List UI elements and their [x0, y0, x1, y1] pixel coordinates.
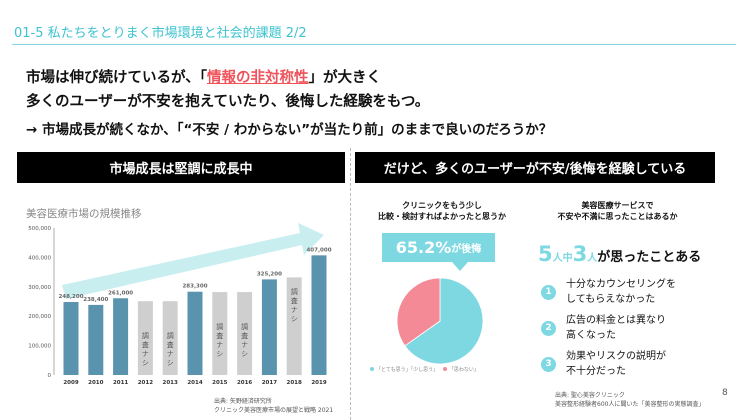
source-line: クリニック美容医療市場の展望と戦略 2021 — [214, 407, 334, 414]
legend-label: 「とても思う」「少し思う」 — [376, 367, 439, 373]
question-line: 比較・検討すればよかったと思うか — [378, 212, 506, 221]
y-tick-label: 500,000 — [28, 226, 51, 232]
ratio-number: 5 — [538, 242, 553, 266]
trend-arrow — [62, 223, 324, 299]
legend-swatch — [370, 367, 374, 371]
data-label: 325,200 — [257, 271, 282, 277]
bar — [113, 298, 129, 375]
source-line: 美容整形経験者600人に聞いた「美容整形の実態調査」 — [555, 401, 705, 408]
x-tick-label: 2013 — [163, 380, 178, 386]
ratio-number: 3 — [572, 242, 588, 266]
no-data-bar — [286, 277, 302, 375]
headline-text: 市場は伸び続けているが、「 — [26, 70, 207, 86]
data-label: 283,300 — [182, 284, 207, 290]
headline-line-2: 多くのユーザーが不安を抱えていたり、後悔した経験をもつ。 — [26, 94, 430, 110]
reason-text: 十分なカウンセリングを してもらえなかった — [566, 279, 676, 305]
regret-callout: 65.2% が後悔 — [382, 233, 495, 262]
data-label: 238,400 — [83, 297, 108, 303]
question-line: クリニックをもう少し — [402, 201, 482, 210]
ratio-unit: 人 — [587, 253, 598, 264]
page-title: 01-5 私たちをとりまく市場環境と社会的課題 2/2 — [14, 26, 307, 41]
reason-item: 2 広告の料金とは異なり 高くなった — [541, 313, 666, 343]
question-1: クリニックをもう少し比較・検討すればよかったと思うか — [362, 200, 522, 222]
ratio-unit: 中 — [562, 253, 573, 264]
y-tick-label: 400,000 — [28, 255, 51, 261]
legend-label: 「思わない」 — [448, 367, 479, 373]
y-tick-label: 0 — [48, 373, 52, 379]
pie-chart — [396, 277, 484, 365]
y-tick-label: 200,000 — [28, 314, 51, 320]
number-badge: 2 — [541, 320, 556, 336]
page-number: 8 — [722, 388, 728, 398]
headline-question: → 市場成長が続くなか、「“不安 / わからない”が当たり前」のままで良いのだろ… — [26, 122, 553, 138]
no-data-bar — [212, 292, 228, 375]
highlight-text: 情報の非対称性 — [206, 70, 309, 86]
bar — [187, 291, 203, 375]
x-tick-label: 2012 — [138, 380, 153, 386]
x-tick-label: 2016 — [237, 380, 252, 386]
source-line: 出典: 矢野経済研究所 — [214, 398, 272, 405]
left-source: 出典: 矢野経済研究所クリニック美容医療市場の展望と戦略 2021 — [214, 397, 333, 415]
reason-item: 1 十分なカウンセリングを してもらえなかった — [541, 277, 676, 307]
x-tick-label: 2018 — [287, 380, 302, 386]
reason-item: 3 効果やリスクの説明が 不十分だった — [541, 349, 666, 379]
bar — [88, 304, 104, 375]
no-data-bar — [237, 292, 253, 375]
question-line: 美容医療サービスで — [581, 201, 654, 210]
reason-text: 効果やリスクの説明が 不十分だった — [566, 351, 666, 377]
y-tick-label: 100,000 — [28, 344, 51, 350]
callout-value: 65.2% — [395, 238, 452, 257]
pie-slice — [396, 277, 441, 347]
legend-swatch — [442, 367, 447, 371]
callout-pointer — [452, 262, 468, 271]
bar-chart: 0 100,000 200,000 300,000 400,000 500,000 248,… — [28, 223, 332, 386]
no-data-bar — [137, 301, 153, 375]
x-tick-label: 2009 — [63, 380, 78, 386]
data-label: 261,000 — [108, 290, 133, 296]
callout-suffix: が後悔 — [451, 244, 482, 255]
right-source: 出典: 聖心美容クリニック美容整形経験者600人に聞いた「美容整形の実態調査」 — [555, 391, 704, 409]
x-tick-label: 2014 — [187, 380, 202, 386]
bar — [63, 302, 79, 375]
chart-title: 美容医療市場の規模推移 — [26, 208, 142, 220]
source-line: 出典: 聖心美容クリニック — [555, 392, 625, 399]
pie-legend: 「とても思う」「少し思う」 「思わない」 — [370, 366, 479, 373]
pie-slice — [404, 277, 484, 365]
question-2: 美容医療サービスで不安や不満に思ったことはあるか — [530, 200, 705, 222]
bar — [311, 255, 327, 375]
x-tick-label: 2011 — [113, 380, 128, 386]
x-tick-label: 2010 — [88, 380, 103, 386]
ratio-text: が思ったことある — [597, 250, 702, 265]
right-panel-heading: だけど、多くのユーザーが不安/後悔を経験している — [355, 152, 715, 183]
question-line: 不安や不満に思ったことはあるか — [557, 212, 678, 221]
data-label: 248,200 — [58, 294, 83, 300]
x-tick-label: 2017 — [262, 380, 277, 386]
y-tick-label: 300,000 — [28, 285, 51, 291]
headline-line-1: 市場は伸び続けているが、「情報の非対称性」が大きく — [26, 66, 381, 87]
headline-text: 」が大きく — [308, 70, 381, 86]
reason-text: 広告の料金とは異なり 高くなった — [566, 315, 666, 341]
panel-divider — [350, 148, 351, 420]
ratio-unit: 人 — [552, 253, 563, 264]
number-badge: 1 — [541, 284, 556, 300]
x-tick-label: 2019 — [311, 380, 326, 386]
data-label: 407,000 — [306, 247, 331, 253]
x-tick-label: 2015 — [212, 380, 227, 386]
title-divider — [12, 44, 736, 45]
number-badge: 3 — [541, 356, 556, 372]
no-data-bar — [162, 301, 178, 375]
ratio-statement: 5人中3人が思ったことある — [538, 242, 701, 266]
left-panel-heading: 市場成長は堅調に成長中 — [17, 152, 345, 183]
bar — [261, 279, 277, 375]
